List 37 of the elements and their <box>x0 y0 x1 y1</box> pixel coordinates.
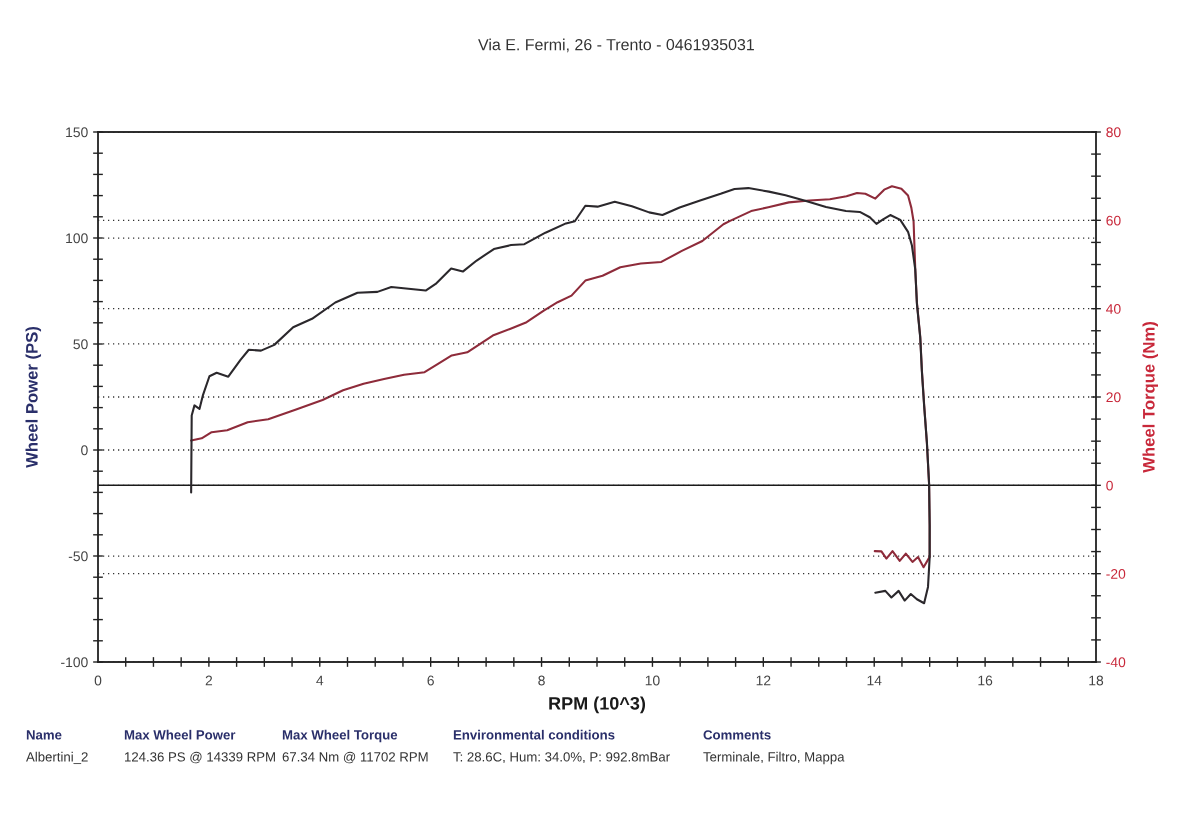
y-tick-label: -50 <box>68 551 88 562</box>
text: Terminale, Filtro, Mappa <box>703 751 845 765</box>
x-tick-label: 16 <box>978 675 993 686</box>
y-tick-label: 50 <box>73 339 88 350</box>
y-tick-label: -100 <box>61 657 88 668</box>
y2-tick-label: 0 <box>1106 480 1113 491</box>
y-tick-label: 100 <box>66 233 88 244</box>
x-tick-label: 12 <box>756 675 771 686</box>
y2-tick-label: 40 <box>1106 304 1121 314</box>
x-tick-label: 14 <box>867 675 882 686</box>
x-axis-title: RPM (10^3) <box>549 696 646 714</box>
y-tick-label: 150 <box>66 127 88 138</box>
y2-tick-label: 80 <box>1106 127 1121 138</box>
text: Via E. Fermi, 26 - Trento - 0461935031 <box>478 38 754 53</box>
x-tick-label: 10 <box>645 675 660 686</box>
text: 124.36 PS @ 14339 RPM <box>125 751 275 764</box>
text: Max Wheel Power <box>124 729 236 740</box>
x-tick-label: 6 <box>427 675 434 686</box>
x-tick-label: 4 <box>316 675 324 686</box>
y2-tick-label: -40 <box>1106 657 1126 668</box>
x-tick-label: 18 <box>1089 675 1104 686</box>
text: Albertini_2 <box>26 751 88 765</box>
y2-tick-label: -20 <box>1106 569 1126 579</box>
text: 67.34 Nm @ 11702 RPM <box>282 751 428 764</box>
text: Max Wheel Torque <box>282 729 398 743</box>
y-axis-title: Wheel Power (PS) <box>25 326 42 468</box>
text: Comments <box>703 730 771 740</box>
text: T: 28.6C, Hum: 34.0%, P: 992.8mBar <box>453 752 670 764</box>
text: Environmental conditions <box>453 729 615 740</box>
y2-axis-title: Wheel Torque (Nm) <box>1142 322 1158 473</box>
x-tick-label: 8 <box>538 675 545 686</box>
x-tick-label: 0 <box>94 675 102 686</box>
text: Name <box>26 730 62 740</box>
y2-tick-label: 60 <box>1106 215 1121 226</box>
y-tick-label: 0 <box>81 445 88 456</box>
y2-tick-label: 20 <box>1106 392 1121 403</box>
x-tick-label: 2 <box>205 675 213 686</box>
